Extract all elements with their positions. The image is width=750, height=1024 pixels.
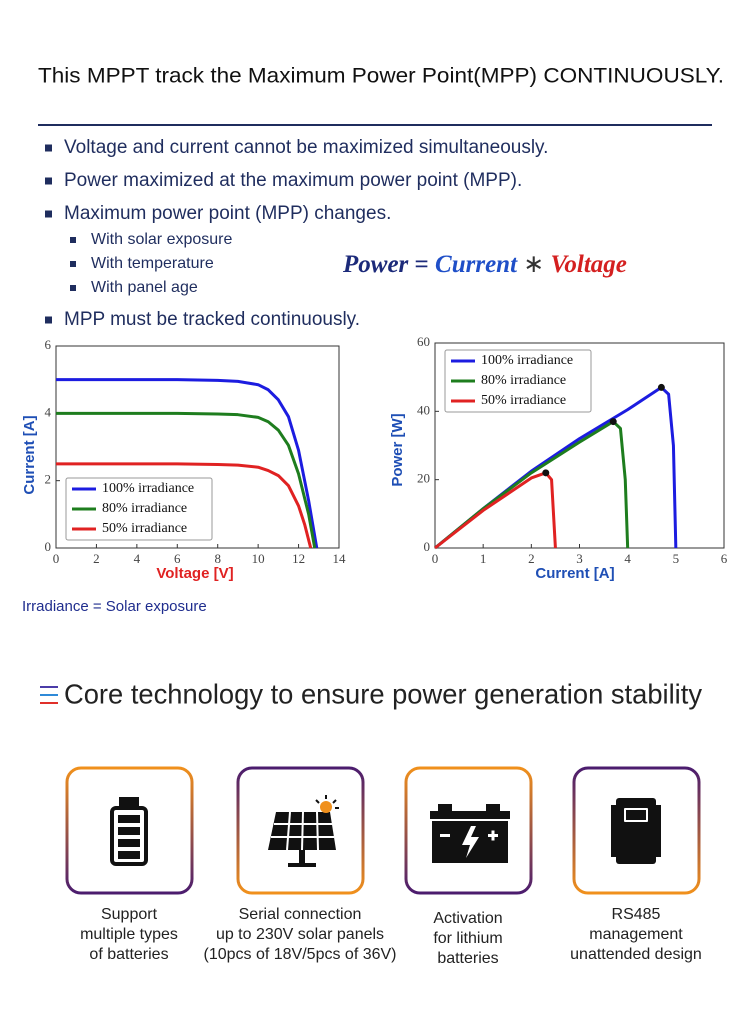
legend-label: 50% irradiance <box>481 393 566 408</box>
x-tick-label: 10 <box>252 551 265 566</box>
bullet-marker <box>45 144 52 152</box>
y-tick-label: 0 <box>424 539 431 554</box>
sub-bullet-text: With temperature <box>91 255 214 272</box>
x-tick-label: 4 <box>134 551 141 566</box>
feature-highlight: (10pcs of 18V/5pcs of 36V) <box>204 946 397 963</box>
sub-bullet-text: With panel age <box>91 279 198 296</box>
feature-label: of batteries <box>89 946 168 963</box>
solar-panel-icon <box>268 795 339 867</box>
formula-current: Current <box>435 251 518 278</box>
series-line <box>56 378 319 549</box>
y-tick-label: 4 <box>45 404 52 419</box>
y-tick-label: 2 <box>45 472 52 487</box>
y-tick-label: 40 <box>417 402 430 417</box>
y-tick-label: 60 <box>417 334 430 349</box>
x-tick-label: 8 <box>214 551 221 566</box>
page-title: This MPPT track the Maximum Power Point(… <box>38 65 724 88</box>
formula-voltage: Voltage <box>550 251 626 278</box>
bullet-marker <box>45 316 52 324</box>
mpp-marker <box>609 418 617 426</box>
y-axis-label: Current [A] <box>21 415 38 494</box>
formula-power: Power <box>342 251 409 278</box>
bullet-text: Power maximized at the maximum power poi… <box>64 170 522 191</box>
legend-label: 100% irradiance <box>102 481 194 496</box>
feature-label: Support <box>101 906 158 923</box>
formula-times: ∗ <box>523 251 544 278</box>
bullet-list: Voltage and current cannot be maximized … <box>45 137 548 330</box>
mpp-marker <box>657 383 665 391</box>
legend-label: 80% irradiance <box>481 373 566 388</box>
x-tick-label: 0 <box>53 551 60 566</box>
legend-box <box>444 349 592 413</box>
mpp-marker <box>542 469 550 477</box>
feature-label: up to 230V solar panels <box>216 926 384 943</box>
x-tick-label: 0 <box>432 551 439 566</box>
bullet-text: Voltage and current cannot be maximized … <box>64 137 548 158</box>
series-line <box>56 411 317 549</box>
bullet-marker <box>45 177 52 185</box>
legend-label: 100% irradiance <box>481 353 573 368</box>
car-battery-icon <box>430 804 510 863</box>
legend-label: 80% irradiance <box>102 501 187 516</box>
x-tick-label: 4 <box>624 551 631 566</box>
x-tick-label: 6 <box>721 551 728 566</box>
plot-frame <box>55 345 340 549</box>
x-tick-label: 2 <box>528 551 535 566</box>
series-line <box>434 420 630 550</box>
feature-label: RS485 <box>612 906 661 923</box>
x-tick-label: 12 <box>292 551 305 566</box>
x-tick-label: 2 <box>93 551 100 566</box>
sub-bullet-marker <box>70 237 76 243</box>
series-line <box>434 471 557 550</box>
bullet-text: Maximum power point (MPP) changes. <box>64 203 391 224</box>
controller-icon <box>611 798 661 864</box>
bullet-marker <box>45 210 52 218</box>
x-tick-label: 14 <box>333 551 347 566</box>
feature-label: batteries <box>437 950 498 967</box>
legend-box <box>65 477 213 541</box>
y-tick-label: 6 <box>45 337 52 352</box>
y-tick-label: 20 <box>417 471 430 486</box>
x-tick-label: 3 <box>576 551 583 566</box>
section-title: Core technology to ensure power generati… <box>64 678 702 709</box>
feature-label: Activation <box>433 910 502 927</box>
y-tick-label: 0 <box>45 539 52 554</box>
x-axis-label: Current [A] <box>535 565 614 582</box>
sub-bullet-marker <box>70 285 76 291</box>
legend-label: 50% irradiance <box>102 521 187 536</box>
y-axis-label: Power [W] <box>389 413 406 486</box>
feature-label: Serial connection <box>239 906 362 923</box>
note: Irradiance = Solar exposure <box>22 598 207 615</box>
x-tick-label: 1 <box>480 551 487 566</box>
feature-labels: Support multiple types of batteries Serial … <box>80 906 702 967</box>
series-line <box>56 462 313 549</box>
sub-bullet-text: With solar exposure <box>91 231 232 248</box>
feature-label: unattended design <box>570 946 702 963</box>
formula: Power = Current ∗ Voltage <box>342 251 627 278</box>
feature-label: multiple types <box>80 926 178 943</box>
x-tick-label: 5 <box>673 551 680 566</box>
feature-label: for lithium <box>433 930 502 947</box>
battery-icon <box>110 797 148 866</box>
formula-equals: = <box>415 251 429 278</box>
x-axis-label: Voltage [V] <box>156 565 233 582</box>
bullet-text: MPP must be tracked continuously. <box>64 309 360 330</box>
x-tick-label: 6 <box>174 551 181 566</box>
sub-bullet-marker <box>70 261 76 267</box>
section-icon <box>40 686 58 704</box>
feature-label: management <box>589 926 683 943</box>
